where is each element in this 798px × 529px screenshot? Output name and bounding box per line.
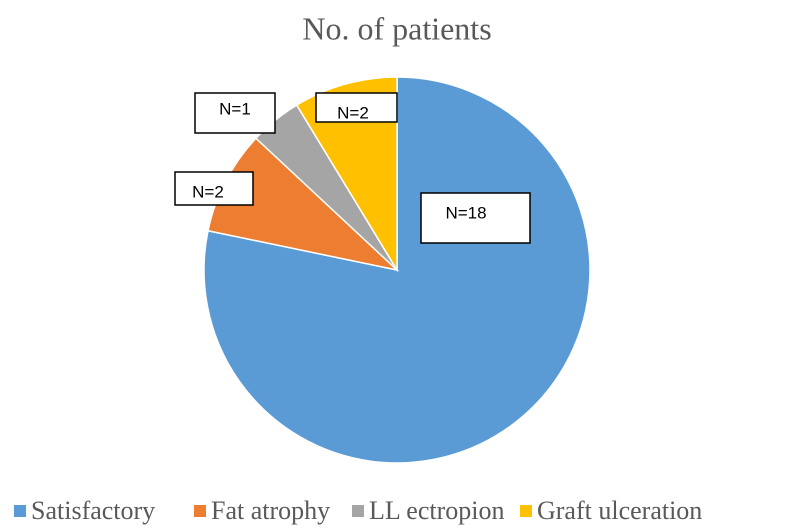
label-box <box>174 171 254 206</box>
legend-label: Fat atrophy <box>211 496 330 525</box>
chart-title: No. of patients <box>302 10 491 46</box>
data-label: N=1 <box>219 99 251 118</box>
legend-label: Satisfactory <box>31 496 155 525</box>
label-box <box>315 92 398 123</box>
data-label: N=18 <box>445 203 486 222</box>
legend-label: LL ectropion <box>369 496 504 525</box>
label-box <box>420 192 531 244</box>
legend-swatch <box>520 505 532 517</box>
data-label: N=2 <box>192 182 224 201</box>
pie-slice <box>295 76 398 273</box>
legend-swatch <box>194 505 206 517</box>
legend-swatch <box>352 505 364 517</box>
label-box <box>194 92 276 134</box>
data-label: N=2 <box>337 103 369 122</box>
legend-label: Graft ulceration <box>537 496 702 525</box>
legend-swatch <box>14 505 26 517</box>
